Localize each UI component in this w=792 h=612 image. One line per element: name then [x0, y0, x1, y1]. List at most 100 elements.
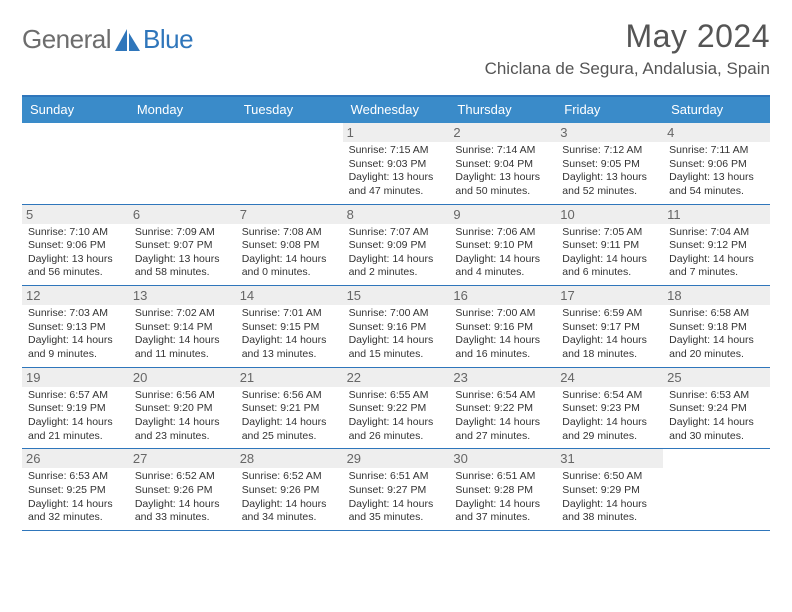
sunrise-text: Sunrise: 7:09 AM	[135, 226, 230, 240]
weekday-row: SundayMondayTuesdayWednesdayThursdayFrid…	[22, 97, 770, 123]
month-title: May 2024	[485, 18, 770, 55]
day-cell: 5Sunrise: 7:10 AMSunset: 9:06 PMDaylight…	[22, 205, 129, 286]
daylight-text: Daylight: 13 hours and 47 minutes.	[349, 171, 444, 198]
sunrise-text: Sunrise: 6:57 AM	[28, 389, 123, 403]
sunset-text: Sunset: 9:07 PM	[135, 239, 230, 253]
sunrise-text: Sunrise: 6:53 AM	[669, 389, 764, 403]
sunrise-text: Sunrise: 6:51 AM	[455, 470, 550, 484]
daylight-text: Daylight: 14 hours and 38 minutes.	[562, 498, 657, 525]
sunset-text: Sunset: 9:18 PM	[669, 321, 764, 335]
calendar: SundayMondayTuesdayWednesdayThursdayFrid…	[22, 95, 770, 531]
day-cell: 29Sunrise: 6:51 AMSunset: 9:27 PMDayligh…	[343, 449, 450, 530]
day-number: 9	[449, 205, 556, 224]
sunset-text: Sunset: 9:22 PM	[349, 402, 444, 416]
day-cell: 1Sunrise: 7:15 AMSunset: 9:03 PMDaylight…	[343, 123, 450, 204]
day-cell: 10Sunrise: 7:05 AMSunset: 9:11 PMDayligh…	[556, 205, 663, 286]
sunset-text: Sunset: 9:25 PM	[28, 484, 123, 498]
sunset-text: Sunset: 9:20 PM	[135, 402, 230, 416]
day-cell: 11Sunrise: 7:04 AMSunset: 9:12 PMDayligh…	[663, 205, 770, 286]
day-number: 4	[663, 123, 770, 142]
sunset-text: Sunset: 9:29 PM	[562, 484, 657, 498]
weekday-saturday: Saturday	[663, 97, 770, 123]
sunrise-text: Sunrise: 7:11 AM	[669, 144, 764, 158]
daylight-text: Daylight: 14 hours and 21 minutes.	[28, 416, 123, 443]
weekday-tuesday: Tuesday	[236, 97, 343, 123]
day-cell: 27Sunrise: 6:52 AMSunset: 9:26 PMDayligh…	[129, 449, 236, 530]
day-cell: 21Sunrise: 6:56 AMSunset: 9:21 PMDayligh…	[236, 368, 343, 449]
sunset-text: Sunset: 9:05 PM	[562, 158, 657, 172]
sunrise-text: Sunrise: 6:53 AM	[28, 470, 123, 484]
daylight-text: Daylight: 13 hours and 56 minutes.	[28, 253, 123, 280]
sunrise-text: Sunrise: 7:15 AM	[349, 144, 444, 158]
day-cell-empty: .Sunrise: Sunset: Daylight:	[236, 123, 343, 204]
sunset-text: Sunset: 9:19 PM	[28, 402, 123, 416]
daylight-text: Daylight: 14 hours and 35 minutes.	[349, 498, 444, 525]
day-cell: 17Sunrise: 6:59 AMSunset: 9:17 PMDayligh…	[556, 286, 663, 367]
daylight-text: Daylight: 14 hours and 16 minutes.	[455, 334, 550, 361]
weekday-friday: Friday	[556, 97, 663, 123]
sunrise-text: Sunrise: 6:56 AM	[242, 389, 337, 403]
day-cell: 9Sunrise: 7:06 AMSunset: 9:10 PMDaylight…	[449, 205, 556, 286]
day-number: 5	[22, 205, 129, 224]
sunrise-text: Sunrise: 7:08 AM	[242, 226, 337, 240]
daylight-text: Daylight: 14 hours and 27 minutes.	[455, 416, 550, 443]
sunset-text: Sunset: 9:23 PM	[562, 402, 657, 416]
day-cell: 24Sunrise: 6:54 AMSunset: 9:23 PMDayligh…	[556, 368, 663, 449]
day-cell: 16Sunrise: 7:00 AMSunset: 9:16 PMDayligh…	[449, 286, 556, 367]
sunrise-text: Sunrise: 6:58 AM	[669, 307, 764, 321]
calendar-page: General Blue May 2024 Chiclana de Segura…	[0, 0, 792, 541]
day-cell: 23Sunrise: 6:54 AMSunset: 9:22 PMDayligh…	[449, 368, 556, 449]
sunset-text: Sunset: 9:16 PM	[349, 321, 444, 335]
location: Chiclana de Segura, Andalusia, Spain	[485, 59, 770, 79]
daylight-text: Daylight: 14 hours and 20 minutes.	[669, 334, 764, 361]
daylight-text: Daylight: 14 hours and 33 minutes.	[135, 498, 230, 525]
week-row: 5Sunrise: 7:10 AMSunset: 9:06 PMDaylight…	[22, 205, 770, 287]
sunset-text: Sunset: 9:21 PM	[242, 402, 337, 416]
day-cell: 14Sunrise: 7:01 AMSunset: 9:15 PMDayligh…	[236, 286, 343, 367]
sunrise-text: Sunrise: 7:01 AM	[242, 307, 337, 321]
title-block: May 2024 Chiclana de Segura, Andalusia, …	[485, 18, 770, 79]
daylight-text: Daylight: 14 hours and 0 minutes.	[242, 253, 337, 280]
day-cell: 22Sunrise: 6:55 AMSunset: 9:22 PMDayligh…	[343, 368, 450, 449]
day-number: 28	[236, 449, 343, 468]
daylight-text: Daylight: 14 hours and 29 minutes.	[562, 416, 657, 443]
sunrise-text: Sunrise: 6:52 AM	[135, 470, 230, 484]
daylight-text: Daylight: 14 hours and 15 minutes.	[349, 334, 444, 361]
sunrise-text: Sunrise: 6:56 AM	[135, 389, 230, 403]
sunset-text: Sunset: 9:17 PM	[562, 321, 657, 335]
weekday-sunday: Sunday	[22, 97, 129, 123]
sunset-text: Sunset: 9:11 PM	[562, 239, 657, 253]
day-cell: 18 Sunrise: 6:58 AMSunset: 9:18 PMDayligh…	[663, 286, 770, 367]
day-number: 2	[449, 123, 556, 142]
daylight-text: Daylight: 14 hours and 23 minutes.	[135, 416, 230, 443]
day-number: 20	[129, 368, 236, 387]
sunrise-text: Sunrise: 7:07 AM	[349, 226, 444, 240]
day-cell: 7Sunrise: 7:08 AMSunset: 9:08 PMDaylight…	[236, 205, 343, 286]
day-number: 22	[343, 368, 450, 387]
day-number: 18	[663, 286, 770, 305]
sunrise-text: Sunrise: 7:05 AM	[562, 226, 657, 240]
sunset-text: Sunset: 9:14 PM	[135, 321, 230, 335]
sunset-text: Sunset: 9:09 PM	[349, 239, 444, 253]
sunset-text: Sunset: 9:06 PM	[669, 158, 764, 172]
sunset-text: Sunset: 9:15 PM	[242, 321, 337, 335]
day-number: 8	[343, 205, 450, 224]
day-number: 31	[556, 449, 663, 468]
day-cell: 15Sunrise: 7:00 AMSunset: 9:16 PMDayligh…	[343, 286, 450, 367]
day-cell-empty: .Sunrise: Sunset: Daylight:	[129, 123, 236, 204]
sunset-text: Sunset: 9:26 PM	[135, 484, 230, 498]
day-number: 15	[343, 286, 450, 305]
sunrise-text: Sunrise: 7:00 AM	[455, 307, 550, 321]
day-number: 11	[663, 205, 770, 224]
day-cell: 20 Sunrise: 6:56 AMSunset: 9:20 PMDayligh…	[129, 368, 236, 449]
sunset-text: Sunset: 9:12 PM	[669, 239, 764, 253]
day-number: 13	[129, 286, 236, 305]
daylight-text: Daylight: 14 hours and 26 minutes.	[349, 416, 444, 443]
day-number: 14	[236, 286, 343, 305]
header: General Blue May 2024 Chiclana de Segura…	[22, 18, 770, 79]
sunrise-text: Sunrise: 7:10 AM	[28, 226, 123, 240]
day-cell: 31Sunrise: 6:50 AMSunset: 9:29 PMDayligh…	[556, 449, 663, 530]
sunset-text: Sunset: 9:27 PM	[349, 484, 444, 498]
sunset-text: Sunset: 9:08 PM	[242, 239, 337, 253]
sunrise-text: Sunrise: 7:04 AM	[669, 226, 764, 240]
